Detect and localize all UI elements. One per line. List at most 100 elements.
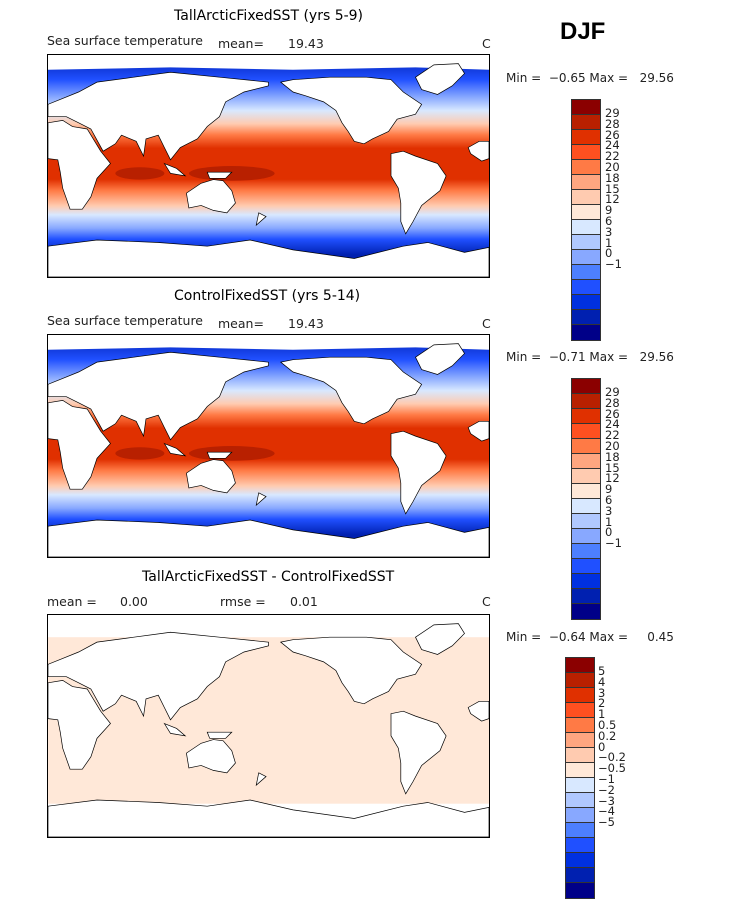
panel-1-colorbar-labels: 29 28 26 24 22 20 18 15 12 9 6 3 1 0 −1 xyxy=(605,106,622,272)
panel-3-colorbar-labels: 5 4 3 2 1 0.5 0.2 0 −0.2 −0.5 −1 −2 −3 −4 −5 xyxy=(598,665,626,828)
colorbar-tick-label: 0.2 xyxy=(598,728,617,743)
colorbar-tick-label: 1 xyxy=(598,707,606,722)
max-value: 0.45 xyxy=(647,630,674,644)
colorbar-tick-label: 22 xyxy=(605,149,620,164)
colorbar-swatch xyxy=(566,703,594,718)
colorbar-tick-label: 12 xyxy=(605,471,620,486)
colorbar-tick-label: 0.5 xyxy=(598,717,617,732)
colorbar-tick-label: 20 xyxy=(605,159,620,174)
colorbar-swatch xyxy=(566,748,594,763)
max-value: 29.56 xyxy=(639,350,674,364)
colorbar-tick-label: 29 xyxy=(605,106,620,120)
panel-3-title: TallArcticFixedSST - ControlFixedSST xyxy=(142,569,395,585)
colorbar-tick-label: 28 xyxy=(605,116,620,131)
colorbar-swatch xyxy=(572,235,600,250)
panel-3-rmse-label: rmse = xyxy=(220,594,266,609)
colorbar-swatch xyxy=(572,310,600,325)
colorbar-swatch xyxy=(572,514,600,529)
continent-outline xyxy=(48,240,489,277)
continent-outline xyxy=(391,431,446,514)
panel-3-mean-label: mean = xyxy=(47,594,97,609)
colorbar-swatch xyxy=(572,574,600,589)
colorbar-swatch xyxy=(572,589,600,604)
colorbar-swatch xyxy=(572,409,600,424)
panel-2-colorbar xyxy=(571,378,601,620)
colorbar-tick-label: 3 xyxy=(605,224,613,239)
colorbar-tick-label: −0.2 xyxy=(598,750,626,765)
colorbar-swatch xyxy=(572,175,600,190)
colorbar-swatch xyxy=(572,424,600,439)
colorbar-tick-label: 28 xyxy=(605,395,620,410)
panel-2-title: ControlFixedSST (yrs 5-14) xyxy=(174,288,361,304)
continent-outline xyxy=(468,421,489,441)
colorbar-swatch xyxy=(572,325,600,340)
colorbar-tick-label: −1 xyxy=(598,771,615,786)
colorbar-swatch xyxy=(572,100,600,115)
continent-outline xyxy=(164,724,185,736)
warm-pool xyxy=(188,166,275,181)
colorbar-swatch xyxy=(572,250,600,265)
continent-outline xyxy=(186,460,235,493)
continent-outline xyxy=(207,172,232,178)
colorbar-swatch xyxy=(572,280,600,295)
colorbar-swatch xyxy=(566,718,594,733)
panel-1-units: C xyxy=(482,36,491,51)
panel-3-mean: 0.00 xyxy=(120,594,148,609)
continent-outline xyxy=(256,213,266,225)
continent-outline xyxy=(48,520,489,557)
panel-3-map xyxy=(47,614,490,838)
continent-outline xyxy=(48,120,110,209)
panel-1-min-max: Min = −0.65 Max = 29.56 xyxy=(506,71,674,85)
continent-outline xyxy=(48,400,110,489)
min-label: Min = xyxy=(506,630,542,644)
warm-pool xyxy=(115,447,165,460)
min-label: Min = xyxy=(506,71,542,85)
continent-outline xyxy=(48,72,269,160)
panel-3-colorbar xyxy=(565,657,595,899)
colorbar-swatch xyxy=(572,295,600,310)
colorbar-tick-label: 3 xyxy=(598,685,606,700)
max-label: Max = xyxy=(589,71,629,85)
panel-2-min-max: Min = −0.71 Max = 29.56 xyxy=(506,350,674,364)
colorbar-swatch xyxy=(572,220,600,235)
colorbar-swatch xyxy=(572,544,600,559)
panel-3-rmse: 0.01 xyxy=(290,594,318,609)
continent-outline xyxy=(48,632,269,720)
colorbar-swatch xyxy=(566,733,594,748)
colorbar-swatch xyxy=(566,838,594,853)
colorbar-swatch xyxy=(572,379,600,394)
continent-outline xyxy=(164,444,185,456)
continent-outline xyxy=(391,151,446,234)
colorbar-tick-label: −0.5 xyxy=(598,761,626,776)
colorbar-swatch xyxy=(572,130,600,145)
panel-1-mean-label: mean= xyxy=(218,36,264,51)
continent-outline xyxy=(416,64,465,95)
colorbar-tick-label: 1 xyxy=(605,514,613,529)
colorbar-swatch xyxy=(572,469,600,484)
colorbar-tick-label: 0 xyxy=(598,739,606,754)
panel-3-units: C xyxy=(482,594,491,609)
colorbar-tick-label: 9 xyxy=(605,203,613,218)
colorbar-tick-label: 1 xyxy=(605,235,613,250)
min-value: −0.64 xyxy=(548,630,586,644)
colorbar-swatch xyxy=(572,265,600,280)
continent-outline xyxy=(468,141,489,161)
colorbar-swatch xyxy=(566,673,594,688)
colorbar-tick-label: −1 xyxy=(605,257,622,272)
panel-2-mean: 19.43 xyxy=(288,316,324,331)
colorbar-tick-label: 12 xyxy=(605,192,620,207)
colorbar-swatch xyxy=(572,394,600,409)
colorbar-swatch xyxy=(566,778,594,793)
warm-pool xyxy=(188,446,275,461)
colorbar-tick-label: 15 xyxy=(605,460,620,475)
map-canvas xyxy=(48,615,489,837)
continent-outline xyxy=(416,344,465,375)
colorbar-swatch xyxy=(572,115,600,130)
continent-outline xyxy=(256,493,266,505)
colorbar-tick-label: 6 xyxy=(605,492,613,507)
colorbar-tick-label: 4 xyxy=(598,674,606,689)
panel-1-colorbar xyxy=(571,99,601,341)
max-label: Max = xyxy=(589,350,629,364)
colorbar-tick-label: −4 xyxy=(598,804,615,819)
colorbar-swatch xyxy=(566,763,594,778)
